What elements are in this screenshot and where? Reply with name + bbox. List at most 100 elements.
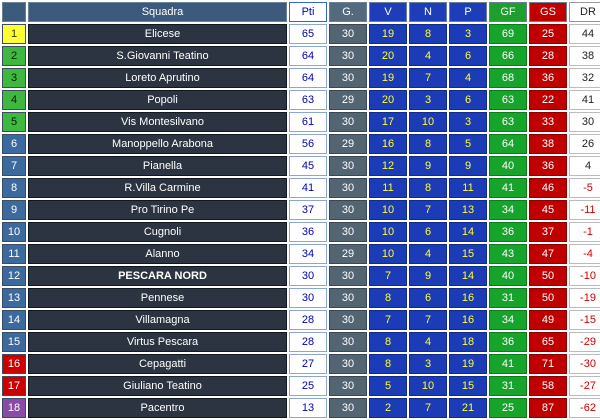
goal-difference-cell: -10 [569,266,600,286]
goal-difference-cell: -62 [569,398,600,418]
header-goal-difference[interactable]: DR [569,2,600,22]
points-cell: 36 [289,222,327,242]
team-name-cell[interactable]: S.Giovanni Teatino [28,46,287,66]
team-name-cell[interactable]: Loreto Aprutino [28,68,287,88]
points-cell: 30 [289,288,327,308]
goals-for-cell: 40 [489,266,527,286]
goal-difference-cell: -4 [569,244,600,264]
goals-against-cell: 45 [529,200,567,220]
goals-against-cell: 46 [529,178,567,198]
goal-difference-cell: -29 [569,332,600,352]
goals-against-cell: 87 [529,398,567,418]
team-name-cell[interactable]: Popoli [28,90,287,110]
losses-cell: 18 [449,332,487,352]
position-cell: 16 [2,354,26,374]
games-cell: 30 [329,46,367,66]
losses-cell: 6 [449,90,487,110]
table-header-row: Squadra Pti G. V N P GF GS DR [2,2,600,22]
games-cell: 30 [329,222,367,242]
position-cell: 13 [2,288,26,308]
draws-cell: 4 [409,46,447,66]
team-name-cell[interactable]: Pacentro [28,398,287,418]
losses-cell: 3 [449,112,487,132]
goals-against-cell: 36 [529,68,567,88]
goals-for-cell: 31 [489,288,527,308]
header-team[interactable]: Squadra [28,2,287,22]
team-name-cell[interactable]: R.Villa Carmine [28,178,287,198]
goals-for-cell: 41 [489,354,527,374]
draws-cell: 9 [409,156,447,176]
header-draws[interactable]: N [409,2,447,22]
points-cell: 25 [289,376,327,396]
points-cell: 37 [289,200,327,220]
draws-cell: 4 [409,332,447,352]
draws-cell: 4 [409,244,447,264]
header-position [2,2,26,22]
team-name-cell[interactable]: Virtus Pescara [28,332,287,352]
goals-for-cell: 36 [489,332,527,352]
team-name-cell[interactable]: Pro Tirino Pe [28,200,287,220]
goals-against-cell: 65 [529,332,567,352]
header-games[interactable]: G. [329,2,367,22]
wins-cell: 19 [369,68,407,88]
goal-difference-cell: -15 [569,310,600,330]
points-cell: 27 [289,354,327,374]
team-name-cell[interactable]: Pennese [28,288,287,308]
goals-against-cell: 58 [529,376,567,396]
goals-for-cell: 34 [489,310,527,330]
table-row: 14 Villamagna 28 30 7 7 16 34 49 -15 [2,310,600,330]
team-name-cell[interactable]: Manoppello Arabona [28,134,287,154]
goals-against-cell: 22 [529,90,567,110]
table-row: 1 Elicese 65 30 19 8 3 69 25 44 [2,24,600,44]
losses-cell: 16 [449,288,487,308]
table-row: 2 S.Giovanni Teatino 64 30 20 4 6 66 28 38 [2,46,600,66]
losses-cell: 15 [449,376,487,396]
goals-for-cell: 43 [489,244,527,264]
position-cell: 4 [2,90,26,110]
table-row: 7 Pianella 45 30 12 9 9 40 36 4 [2,156,600,176]
wins-cell: 20 [369,46,407,66]
team-name-cell[interactable]: PESCARA NORD [28,266,287,286]
goal-difference-cell: 32 [569,68,600,88]
position-cell: 14 [2,310,26,330]
wins-cell: 7 [369,266,407,286]
table-row: 17 Giuliano Teatino 25 30 5 10 15 31 58 -27 [2,376,600,396]
team-name-cell[interactable]: Alanno [28,244,287,264]
draws-cell: 8 [409,134,447,154]
team-name-cell[interactable]: Giuliano Teatino [28,376,287,396]
losses-cell: 16 [449,310,487,330]
position-cell: 9 [2,200,26,220]
table-row: 18 Pacentro 13 30 2 7 21 25 87 -62 [2,398,600,418]
position-cell: 12 [2,266,26,286]
team-name-cell[interactable]: Elicese [28,24,287,44]
games-cell: 30 [329,112,367,132]
team-name-cell[interactable]: Vis Montesilvano [28,112,287,132]
position-cell: 7 [2,156,26,176]
wins-cell: 10 [369,222,407,242]
team-name-cell[interactable]: Pianella [28,156,287,176]
position-cell: 2 [2,46,26,66]
goal-difference-cell: 41 [569,90,600,110]
wins-cell: 10 [369,244,407,264]
table-row: 9 Pro Tirino Pe 37 30 10 7 13 34 45 -11 [2,200,600,220]
header-points[interactable]: Pti [289,2,327,22]
games-cell: 29 [329,134,367,154]
header-losses[interactable]: P [449,2,487,22]
header-goals-for[interactable]: GF [489,2,527,22]
team-name-cell[interactable]: Cugnoli [28,222,287,242]
games-cell: 30 [329,310,367,330]
team-name-cell[interactable]: Cepagatti [28,354,287,374]
losses-cell: 5 [449,134,487,154]
header-wins[interactable]: V [369,2,407,22]
wins-cell: 19 [369,24,407,44]
wins-cell: 12 [369,156,407,176]
goals-for-cell: 40 [489,156,527,176]
position-cell: 10 [2,222,26,242]
team-name-cell[interactable]: Villamagna [28,310,287,330]
draws-cell: 7 [409,398,447,418]
header-goals-against[interactable]: GS [529,2,567,22]
games-cell: 30 [329,200,367,220]
wins-cell: 8 [369,354,407,374]
goal-difference-cell: 26 [569,134,600,154]
points-cell: 34 [289,244,327,264]
